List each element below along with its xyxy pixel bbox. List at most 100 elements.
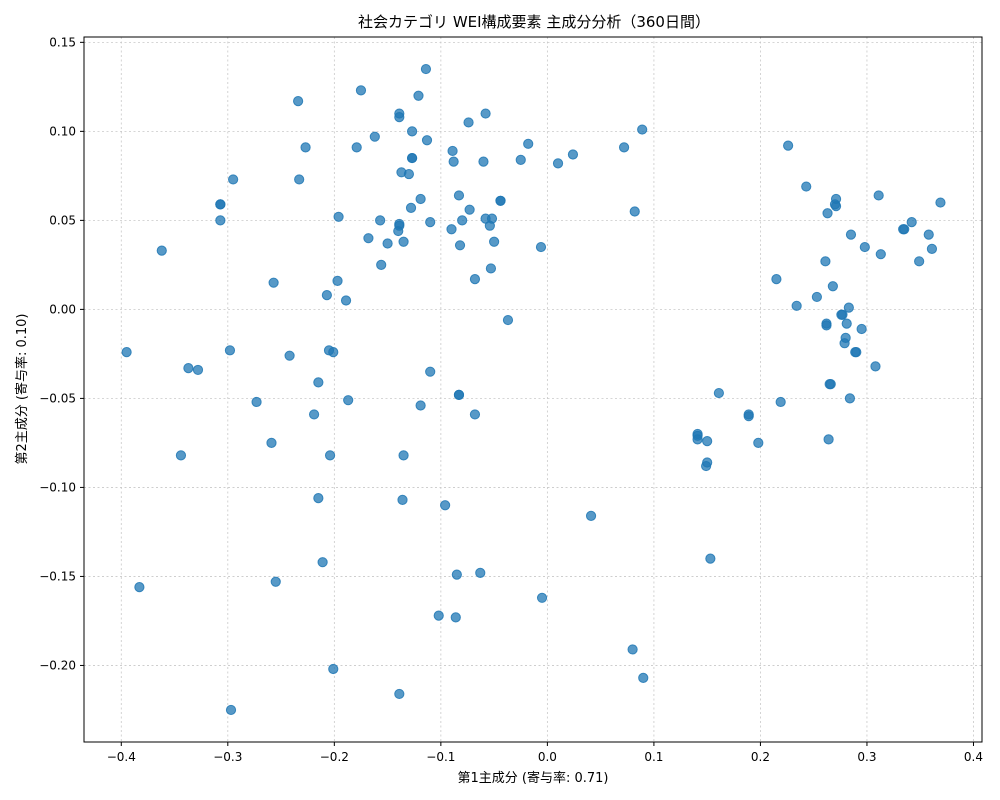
scatter-point <box>478 156 489 167</box>
plot-frame <box>83 36 983 743</box>
scatter-point <box>775 396 786 408</box>
scatter-point <box>453 190 465 201</box>
scatter-point <box>405 202 417 214</box>
scatter-point <box>369 131 380 142</box>
x-tick-label: −0.2 <box>320 750 349 764</box>
scatter-point <box>875 249 886 260</box>
y-tick-label: 0.10 <box>49 124 76 138</box>
scatter-point <box>425 217 436 228</box>
x-tick-label: 0.2 <box>751 750 770 764</box>
scatter-point <box>753 437 764 449</box>
scatter-point <box>313 377 324 388</box>
scatter-point <box>420 63 432 75</box>
scatter-point <box>308 409 320 420</box>
scatter-point <box>771 274 782 285</box>
scatter-point <box>463 117 474 128</box>
scatter-point <box>453 389 465 400</box>
scatter-point <box>375 215 386 226</box>
scatter-point <box>332 275 343 287</box>
scatter-point <box>317 557 328 568</box>
scatter-point <box>382 238 393 249</box>
scatter-point <box>791 300 802 311</box>
scatter-point <box>495 195 506 206</box>
grid-lines <box>84 37 982 742</box>
scatter-point <box>702 436 713 447</box>
scatter-point <box>856 323 867 335</box>
scatter-point <box>822 208 833 219</box>
scatter-point <box>820 256 831 267</box>
scatter-point <box>827 281 838 292</box>
scatter-point <box>215 215 226 226</box>
scatter-point <box>480 108 491 119</box>
scatter-point <box>830 201 842 212</box>
scatter-point <box>450 612 461 623</box>
scatter-point <box>899 224 910 235</box>
y-axis-label: 第2主成分 (寄与率: 0.10) <box>14 313 30 464</box>
y-tick-label: −0.20 <box>39 658 76 672</box>
chart-title: 社会カテゴリ WEI構成要素 主成分分析（360日間） <box>358 13 710 31</box>
scatter-point <box>121 347 132 358</box>
x-tick-label: −0.4 <box>107 750 136 764</box>
scatter-point <box>475 567 486 578</box>
scatter-point <box>406 152 418 164</box>
scatter-point <box>638 672 649 684</box>
scatter-point <box>183 363 194 374</box>
scatter-point <box>394 218 405 230</box>
scatter-point <box>870 361 881 372</box>
scatter-point <box>215 199 226 210</box>
scatter-point <box>451 569 462 580</box>
scatter-point <box>413 90 424 101</box>
scatter-point <box>811 291 822 303</box>
scatter-point <box>821 320 832 331</box>
y-tick-label: −0.15 <box>39 569 76 583</box>
scatter-point <box>627 644 638 655</box>
scatter-point <box>825 379 836 390</box>
scatter-point <box>567 149 579 160</box>
scatter-point <box>328 347 339 358</box>
scatter-point <box>489 236 500 247</box>
scatter-point <box>552 158 564 169</box>
scatter-point <box>313 492 324 504</box>
scatter-point <box>535 241 547 253</box>
scatter-point <box>837 309 848 320</box>
scatter-point <box>536 592 548 603</box>
scatter-point <box>324 450 336 461</box>
scatter-point <box>340 295 352 306</box>
y-tick-label: 0.00 <box>49 302 76 316</box>
scatter-point <box>783 140 794 151</box>
x-axis-label: 第1主成分 (寄与率: 0.71) <box>457 770 608 786</box>
scatter-point <box>448 156 459 167</box>
scatter-point <box>333 211 344 222</box>
x-tick-label: 0.0 <box>538 750 557 764</box>
y-tick-label: −0.05 <box>39 391 76 405</box>
scatter-point <box>873 190 884 201</box>
scatter-point <box>134 582 145 593</box>
scatter-point <box>224 345 236 356</box>
scatter-point <box>425 366 436 377</box>
scatter-point <box>394 688 405 700</box>
scatter-point <box>702 457 713 468</box>
scatter-point <box>398 236 409 247</box>
x-tick-label: −0.1 <box>426 750 455 764</box>
scatter-point <box>343 395 354 406</box>
scatter-point <box>321 290 332 301</box>
scatter-point <box>823 434 834 445</box>
x-tick-label: −0.3 <box>213 750 242 764</box>
y-tick-label: 0.05 <box>49 213 76 227</box>
scatter-point <box>376 259 387 270</box>
x-tick-label: 0.4 <box>964 750 983 764</box>
scatter-point <box>454 240 466 251</box>
scatter-point <box>440 500 451 511</box>
scatter-point <box>926 243 938 254</box>
scatter-point <box>845 229 857 240</box>
x-axis-ticks: −0.4 −0.3 −0.2 −0.1 0.0 0.1 0.2 0.3 0.4 <box>107 742 983 764</box>
scatter-point <box>398 450 409 461</box>
scatter-point <box>692 434 703 445</box>
scatter-point <box>705 553 716 564</box>
scatter-point <box>406 126 418 137</box>
scatter-point <box>397 494 408 505</box>
scatter-point <box>713 387 724 399</box>
scatter-point <box>618 142 630 153</box>
scatter-point <box>284 350 295 361</box>
